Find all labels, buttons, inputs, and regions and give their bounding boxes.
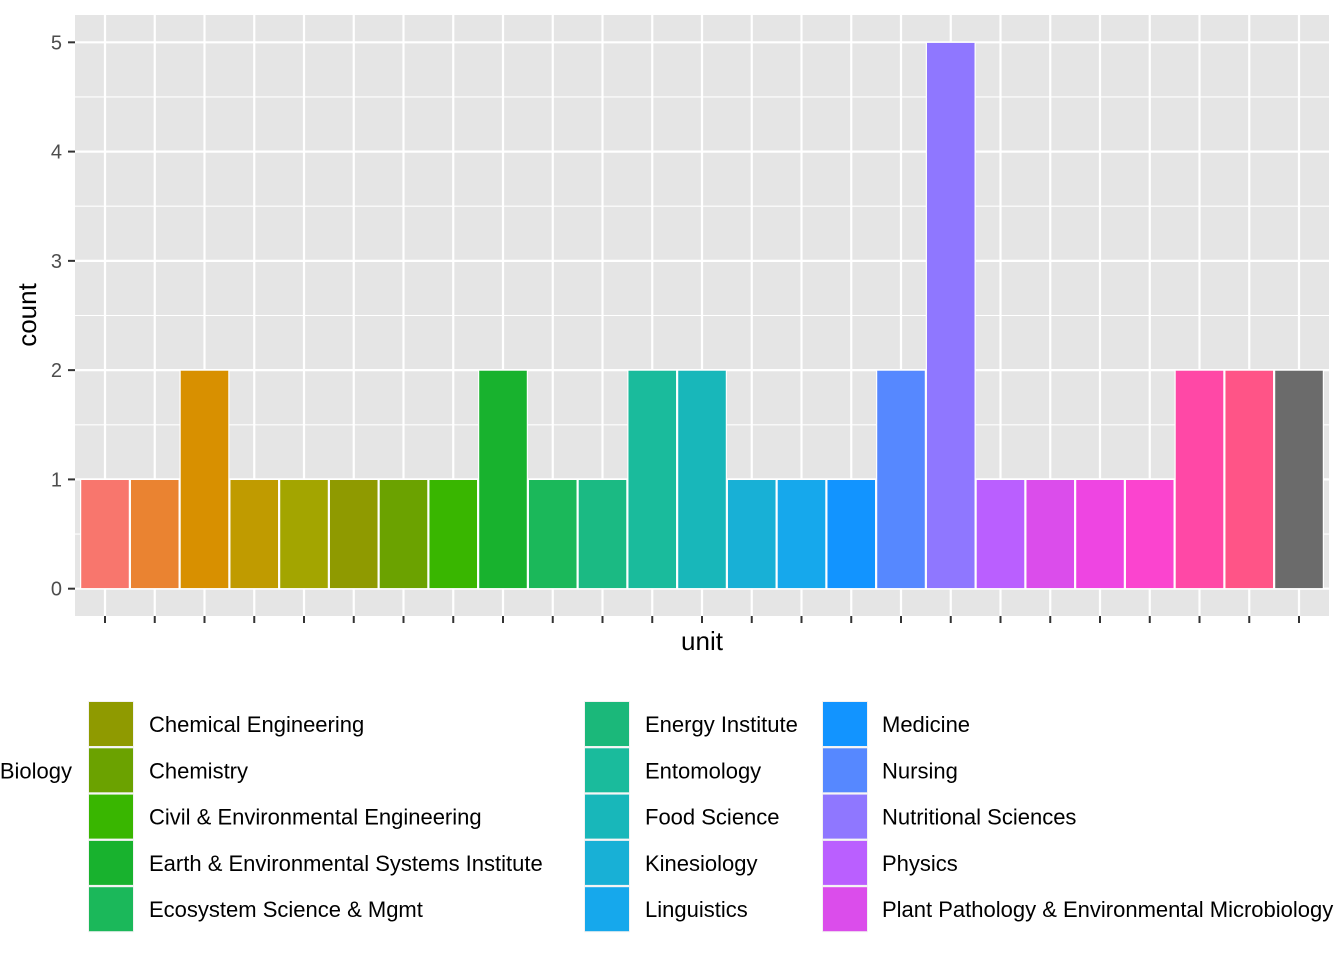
- bar: [279, 478, 329, 590]
- legend-label: Chemical Engineering: [149, 712, 364, 737]
- legend-label: Food Science: [645, 805, 780, 830]
- bar: [677, 369, 727, 590]
- legend-label: Plant Pathology & Environmental Microbio…: [882, 897, 1333, 922]
- legend-key: [89, 748, 133, 793]
- bar: [1274, 369, 1324, 590]
- legend-key: [823, 748, 867, 793]
- legend-key: [823, 702, 867, 746]
- legend-key: [585, 887, 629, 932]
- legend-label: Nutritional Sciences: [882, 805, 1076, 830]
- bar: [428, 478, 479, 590]
- y-axis-title: count: [12, 282, 42, 346]
- bar: [1174, 369, 1225, 590]
- legend-key: [89, 794, 133, 839]
- y-tick-label: 5: [51, 32, 62, 54]
- bar: [925, 41, 976, 590]
- legend-key: [89, 840, 133, 885]
- legend-label: Nursing: [882, 758, 958, 783]
- bar: [975, 478, 1026, 590]
- legend-label: Linguistics: [645, 897, 748, 922]
- bars: [80, 41, 1324, 590]
- bar: [826, 478, 877, 590]
- legend-key: [585, 748, 629, 793]
- bar: [1025, 478, 1076, 590]
- legend-key: [823, 840, 867, 885]
- legend-key: [823, 794, 867, 839]
- legend-label: Entomology: [645, 758, 761, 783]
- bar: [1224, 369, 1275, 590]
- legend-label: Medicine: [882, 712, 970, 737]
- y-tick-label: 3: [51, 251, 62, 273]
- bar: [378, 478, 429, 590]
- bar: [1124, 478, 1175, 590]
- bar: [876, 369, 926, 590]
- legend-key: [585, 840, 629, 885]
- y-tick-label: 0: [51, 579, 62, 601]
- legend-label: Earth & Environmental Systems Institute: [149, 851, 543, 876]
- bar: [726, 478, 777, 590]
- bar: [229, 478, 280, 590]
- legend-label: Physics: [882, 851, 958, 876]
- y-tick-label: 1: [51, 469, 62, 491]
- bar: [80, 478, 130, 590]
- legend-label: Ecosystem Science & Mgmt: [149, 897, 423, 922]
- x-axis-title: unit: [681, 626, 724, 656]
- bar: [478, 369, 528, 590]
- bar: [328, 478, 379, 590]
- legend-label: Chemistry: [149, 758, 248, 783]
- bar: [776, 478, 827, 590]
- legend: Biology Chemical Engineering Chemistry Civi…: [0, 701, 1333, 933]
- y-tick-label: 4: [51, 142, 62, 164]
- x-axis: [104, 616, 1300, 623]
- bar: [129, 478, 180, 590]
- legend-label: Civil & Environmental Engineering: [149, 805, 482, 830]
- y-axis: 0 1 2 3 4 5: [51, 32, 75, 601]
- legend-label: Biology: [0, 758, 72, 783]
- legend-key: [585, 702, 629, 746]
- legend-label: Kinesiology: [645, 851, 758, 876]
- y-tick-label: 2: [51, 360, 62, 382]
- legend-key: [89, 887, 133, 932]
- bar: [179, 369, 230, 590]
- bar: [627, 369, 678, 590]
- bar: [577, 478, 628, 590]
- legend-key: [89, 702, 133, 746]
- legend-label: Energy Institute: [645, 712, 798, 737]
- bar: [527, 478, 578, 590]
- bar: [1075, 478, 1125, 590]
- legend-key: [585, 794, 629, 839]
- legend-key: [823, 887, 867, 932]
